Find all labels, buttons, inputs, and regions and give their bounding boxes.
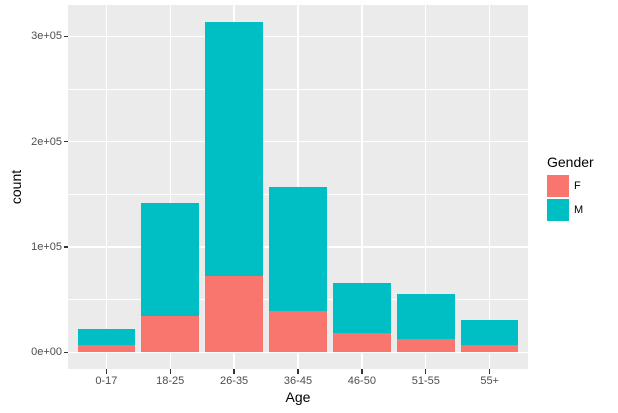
bar-segment-M-51-55	[397, 293, 455, 339]
x-tick-label-51-55: 51-55	[411, 375, 440, 387]
bar-segment-M-55+	[460, 319, 519, 345]
y-axis-tick	[63, 351, 68, 354]
bar-segment-F-55+	[460, 344, 519, 353]
y-tick-label: 3e+05	[31, 30, 62, 43]
legend-label-M: M	[574, 204, 584, 216]
legend-swatch-M	[547, 199, 569, 221]
y-tick-label: 2e+05	[31, 135, 62, 148]
x-axis-tick	[105, 369, 108, 374]
bar-segment-F-0-17	[77, 345, 136, 353]
bar-segment-M-36-45	[269, 187, 327, 312]
x-axis-tick	[425, 369, 427, 374]
bar-segment-F-26-35	[205, 275, 263, 353]
x-axis-tick	[297, 369, 299, 374]
x-tick-label-26-35: 26-35	[220, 375, 249, 387]
y-axis-tick	[63, 246, 68, 248]
gridline-vertical	[425, 5, 427, 369]
y-axis-tick	[63, 140, 68, 143]
legend-title: Gender	[547, 154, 594, 170]
bar-segment-M-26-35	[205, 21, 263, 276]
x-axis-tick	[233, 369, 235, 374]
legend-swatch-F	[547, 175, 569, 197]
bar-segment-F-36-45	[269, 311, 327, 353]
y-axis-title: count	[8, 169, 24, 205]
bar-segment-F-46-50	[333, 333, 391, 353]
gridline-vertical	[361, 5, 363, 369]
x-axis-title: Age	[285, 389, 311, 405]
x-tick-label-18-25: 18-25	[156, 375, 185, 387]
plot-panel	[68, 5, 528, 369]
y-tick-label: 1e+05	[31, 241, 62, 254]
legend-entry-M: M	[547, 199, 594, 221]
gridline-vertical	[105, 5, 108, 369]
bar-segment-F-51-55	[397, 338, 455, 353]
y-axis-tick	[63, 35, 68, 37]
x-tick-label-55+: 55+	[480, 375, 499, 387]
y-tick-label: 0e+00	[31, 346, 62, 359]
bar-segment-F-18-25	[141, 315, 199, 353]
x-tick-label-46-50: 46-50	[347, 375, 376, 387]
x-axis-tick	[169, 369, 171, 374]
gridline-vertical	[169, 5, 171, 369]
gridline-vertical	[488, 5, 491, 369]
x-axis-tick	[488, 369, 491, 374]
bar-segment-M-18-25	[141, 202, 199, 316]
bar-segment-M-0-17	[77, 329, 136, 346]
x-tick-label-36-45: 36-45	[283, 375, 313, 387]
x-axis-tick	[361, 369, 363, 374]
x-tick-label-0-17: 0-17	[95, 375, 118, 387]
legend-entry-F: F	[547, 175, 594, 197]
legend-label-F: F	[574, 180, 581, 192]
bar-segment-M-46-50	[333, 283, 391, 334]
